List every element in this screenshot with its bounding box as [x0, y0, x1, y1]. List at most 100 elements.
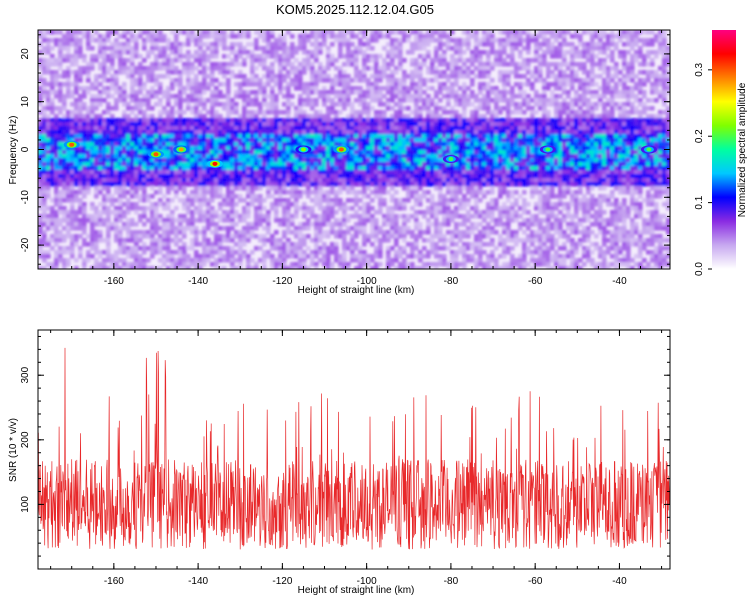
heatmap-cell	[350, 126, 355, 131]
heatmap-cell	[130, 66, 135, 71]
heatmap-cell	[346, 86, 351, 91]
heatmap-cell	[626, 130, 631, 135]
heatmap-cell	[638, 166, 643, 171]
heatmap-cell	[542, 178, 547, 183]
heatmap-cell	[314, 162, 319, 167]
heatmap-cell	[146, 150, 151, 155]
heatmap-cell	[446, 134, 451, 139]
heatmap-cell	[566, 50, 571, 55]
heatmap-cell	[342, 170, 347, 175]
heatmap-cell	[46, 66, 51, 71]
heatmap-cell	[462, 110, 467, 115]
heatmap-cell	[630, 102, 635, 107]
heatmap-cell	[602, 130, 607, 135]
heatmap-cell	[442, 86, 447, 91]
heatmap-cell	[242, 142, 247, 147]
heatmap-cell	[442, 126, 447, 131]
heatmap-cell	[498, 90, 503, 95]
heatmap-cell	[206, 122, 211, 127]
heatmap-cell	[302, 62, 307, 67]
heatmap-cell	[346, 166, 351, 171]
heatmap-cell	[350, 54, 355, 59]
heatmap-cell	[606, 166, 611, 171]
heatmap-cell	[266, 142, 271, 147]
heatmap-cell	[106, 34, 111, 39]
heatmap-cell	[382, 138, 387, 143]
heatmap-cell	[578, 54, 583, 59]
heatmap-cell	[342, 178, 347, 183]
heatmap-cell	[386, 106, 391, 111]
heatmap-cell	[338, 170, 343, 175]
heatmap-cell	[390, 58, 395, 63]
heatmap-cell	[50, 30, 55, 35]
heatmap-cell	[222, 150, 227, 155]
heatmap-cell	[310, 62, 315, 67]
heatmap-cell	[238, 50, 243, 55]
heatmap-cell	[606, 154, 611, 159]
heatmap-cell	[138, 98, 143, 103]
heatmap-cell	[138, 90, 143, 95]
heatmap-cell	[274, 162, 279, 167]
heatmap-cell	[462, 42, 467, 47]
heatmap-cell	[198, 30, 203, 35]
heatmap-cell	[194, 86, 199, 91]
heatmap-cell	[394, 82, 399, 87]
heatmap-cell	[178, 114, 183, 119]
heatmap-cell	[410, 74, 415, 79]
heatmap-cell	[302, 102, 307, 107]
heatmap-cell	[342, 86, 347, 91]
heatmap-cell	[210, 30, 215, 35]
heatmap-cell	[166, 66, 171, 71]
heatmap-cell	[362, 150, 367, 155]
heatmap-cell	[354, 134, 359, 139]
heatmap-cell	[478, 58, 483, 63]
heatmap-cell	[122, 166, 127, 171]
heatmap-cell	[330, 30, 335, 35]
heatmap-cell	[418, 54, 423, 59]
heatmap-cell	[418, 86, 423, 91]
heatmap-cell	[190, 94, 195, 99]
heatmap-cell	[562, 42, 567, 47]
heatmap-cell	[114, 54, 119, 59]
heatmap-cell	[126, 66, 131, 71]
heatmap-cell	[454, 178, 459, 183]
heatmap-cell	[194, 106, 199, 111]
heatmap-cell	[222, 82, 227, 87]
heatmap-cell	[326, 30, 331, 35]
heatmap-cell	[154, 42, 159, 47]
heatmap-cell	[570, 70, 575, 75]
heatmap-cell	[514, 150, 519, 155]
heatmap-cell	[54, 166, 59, 171]
heatmap-cell	[170, 122, 175, 127]
heatmap-cell	[630, 126, 635, 131]
heatmap-cell	[202, 174, 207, 179]
heatmap-cell	[278, 110, 283, 115]
heatmap-cell	[158, 50, 163, 55]
heatmap-cell	[434, 102, 439, 107]
heatmap-cell	[610, 170, 615, 175]
heatmap-cell	[86, 182, 91, 187]
heatmap-cell	[70, 82, 75, 87]
heatmap-cell	[570, 130, 575, 135]
heatmap-cell	[130, 178, 135, 183]
heatmap-cell	[246, 146, 251, 151]
heatmap-cell	[362, 74, 367, 79]
heatmap-cell	[502, 38, 507, 43]
heatmap-cell	[374, 54, 379, 59]
heatmap-cell	[326, 74, 331, 79]
heatmap-cell	[158, 174, 163, 179]
heatmap-cell	[638, 122, 643, 127]
heatmap-cell	[534, 102, 539, 107]
heatmap-cell	[302, 58, 307, 63]
heatmap-cell	[90, 154, 95, 159]
heatmap-cell	[194, 102, 199, 107]
heatmap-cell	[434, 162, 439, 167]
heatmap-cell	[98, 66, 103, 71]
heatmap-cell	[42, 122, 47, 127]
heatmap-cell	[74, 86, 79, 91]
heatmap-cell	[654, 70, 659, 75]
heatmap-cell	[98, 114, 103, 119]
heatmap-cell	[414, 62, 419, 67]
heatmap-cell	[322, 42, 327, 47]
heatmap-cell	[534, 42, 539, 47]
